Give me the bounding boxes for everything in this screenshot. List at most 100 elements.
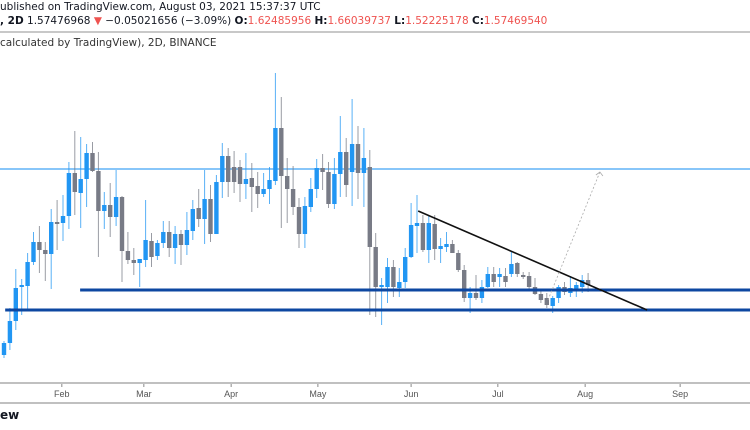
candle-up bbox=[308, 189, 313, 207]
symbol-info: calculated by TradingView), 2D, BINANCE bbox=[0, 37, 217, 49]
ohlc-legend: , 2D 1.57476968 ▼ −0.05021656 (−3.09%) O… bbox=[0, 15, 547, 27]
candle-down bbox=[290, 189, 296, 207]
candle-down bbox=[515, 263, 520, 274]
candle-down bbox=[96, 171, 101, 211]
candle-up bbox=[7, 321, 13, 343]
candle-up bbox=[485, 274, 490, 287]
candle-up bbox=[408, 225, 414, 257]
candle-down bbox=[544, 298, 549, 305]
candle-up bbox=[60, 216, 66, 223]
candle-down bbox=[54, 222, 60, 224]
candle-down bbox=[521, 275, 526, 277]
candle-down bbox=[391, 267, 396, 287]
candle-up bbox=[426, 223, 431, 250]
publish-text: ublished on TradingView.com, August 03, … bbox=[0, 1, 321, 13]
candle-up bbox=[349, 144, 355, 172]
candle-down bbox=[503, 276, 508, 282]
candle-down bbox=[473, 293, 479, 298]
time-tick-label: Mar bbox=[136, 389, 152, 399]
candle-down bbox=[279, 128, 284, 176]
down-triangle-icon: ▼ bbox=[93, 15, 102, 27]
candle-up bbox=[497, 274, 502, 277]
candle-down bbox=[237, 167, 243, 184]
candle-down bbox=[72, 173, 77, 192]
low-label: L: bbox=[394, 15, 406, 27]
candle-down bbox=[131, 260, 136, 263]
candle-up bbox=[479, 287, 485, 298]
candle-up bbox=[13, 288, 18, 321]
candle-up bbox=[332, 174, 337, 204]
candle-up bbox=[438, 246, 443, 249]
candle-down bbox=[373, 247, 378, 287]
candle-down bbox=[538, 294, 544, 300]
open-label: O: bbox=[234, 15, 248, 27]
candle-up bbox=[574, 285, 579, 290]
candle-down bbox=[196, 208, 201, 219]
candle-down bbox=[149, 241, 154, 257]
candle-up bbox=[202, 199, 207, 219]
candle-down bbox=[320, 168, 325, 172]
candle-up bbox=[78, 179, 83, 193]
descending-trendline bbox=[417, 210, 648, 311]
candle-up bbox=[49, 222, 54, 254]
time-tick-label: Sep bbox=[672, 389, 688, 399]
candle-up bbox=[102, 205, 107, 211]
candle-up bbox=[190, 209, 195, 231]
candle-up bbox=[379, 285, 384, 287]
candle-down bbox=[119, 197, 125, 251]
candle-down bbox=[43, 250, 48, 254]
candle-up bbox=[143, 240, 148, 260]
open-value: 1.62485956 bbox=[247, 15, 312, 27]
time-axis-bottom-border bbox=[0, 402, 750, 404]
low-value: 1.52225178 bbox=[405, 15, 469, 27]
candle-up bbox=[161, 232, 166, 243]
candle-up bbox=[314, 168, 319, 189]
candle-up bbox=[385, 267, 390, 287]
candle-up bbox=[66, 173, 72, 216]
candle-up bbox=[403, 257, 408, 282]
time-tick-label: Apr bbox=[224, 389, 238, 399]
time-tick-label: Feb bbox=[54, 389, 70, 399]
time-tick-label: May bbox=[309, 389, 327, 399]
candle-up bbox=[414, 223, 420, 226]
candle-down bbox=[90, 153, 95, 171]
time-tick-label: Jun bbox=[404, 389, 419, 399]
price-change: −0.05021656 (−3.09%) bbox=[105, 15, 232, 27]
close-label: C: bbox=[472, 15, 484, 27]
price-chart[interactable]: Feb Mar Apr May Jun Jul Aug Sep bbox=[0, 32, 750, 407]
candle-up bbox=[267, 180, 272, 189]
candle-up bbox=[172, 234, 178, 248]
candle-up bbox=[155, 243, 160, 256]
candle-down bbox=[326, 172, 331, 204]
candle-up bbox=[220, 156, 225, 182]
high-label: H: bbox=[314, 15, 328, 27]
header-divider bbox=[0, 31, 750, 33]
candle-up bbox=[556, 287, 561, 298]
candle-down bbox=[367, 167, 372, 247]
candle-down bbox=[208, 199, 213, 234]
candle-down bbox=[285, 176, 290, 189]
candle-up bbox=[243, 179, 249, 184]
candle-down bbox=[355, 144, 361, 173]
last-price: 1.57476968 bbox=[27, 15, 91, 27]
candle-down bbox=[432, 224, 437, 249]
candle-down bbox=[344, 152, 349, 185]
candle-up bbox=[84, 153, 89, 179]
candle-up bbox=[397, 282, 402, 288]
interval: , 2D bbox=[0, 15, 24, 27]
candle-down bbox=[462, 270, 467, 298]
candle-up bbox=[550, 298, 555, 306]
candle-up bbox=[25, 262, 30, 286]
publish-info: ublished on TradingView.com, August 03, … bbox=[0, 1, 321, 13]
candle-up bbox=[184, 230, 190, 245]
close-value: 1.57469540 bbox=[483, 15, 548, 27]
candle-up bbox=[214, 182, 219, 234]
candle-up bbox=[302, 206, 308, 234]
high-value: 1.66039737 bbox=[327, 15, 391, 27]
candle-down bbox=[37, 242, 42, 250]
candle-down bbox=[296, 207, 302, 234]
candle-down bbox=[491, 274, 496, 282]
candle-up bbox=[31, 242, 36, 262]
candle-down bbox=[585, 280, 591, 285]
candle-down bbox=[450, 244, 455, 253]
